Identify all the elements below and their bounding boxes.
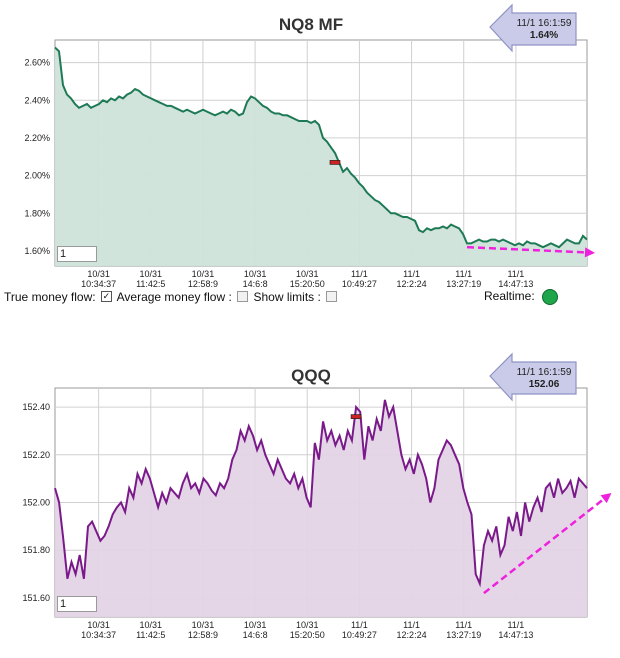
nq8-x-tick-date: 10/31 [192, 269, 215, 279]
qqq-x-tick-time: 12:2:24 [397, 630, 427, 640]
nq8-x-tick-date: 10/31 [87, 269, 110, 279]
qqq-x-tick-date: 10/31 [244, 620, 267, 630]
nq8-x-tick-date: 11/1 [403, 269, 420, 279]
qqq-x-tick-date: 10/31 [296, 620, 319, 630]
nq8-trend-arrowhead [584, 247, 595, 258]
qqq-x-tick-date: 11/1 [455, 620, 472, 630]
qqq-x-tick-time: 15:20:50 [290, 630, 325, 640]
average-money-flow-checkbox[interactable] [237, 291, 249, 303]
qqq-x-tick-date: 10/31 [140, 620, 163, 630]
nq8-x-tick-date: 11/1 [455, 269, 472, 279]
nq8-x-tick-time: 11:42:5 [136, 279, 165, 289]
nq8-area-fill [55, 47, 587, 266]
qqq-x-tick-date: 11/1 [351, 620, 368, 630]
qqq-badge-time: 11/1 16:1:59 [517, 367, 572, 378]
qqq-chart: QQQ151.60151.80152.00152.20152.4010/3110… [22, 352, 612, 640]
true-money-flow-label: True money flow: [4, 290, 96, 304]
nq8-x-tick-date: 10/31 [244, 269, 267, 279]
nq8-x-tick-date: 10/31 [296, 269, 319, 279]
nq8-y-tick: 2.00% [24, 171, 50, 181]
qqq-x-tick-time: 10:49:27 [342, 630, 377, 640]
qqq-x-tick-date: 10/31 [87, 620, 110, 630]
show-limits-label: Show limits : [253, 290, 321, 304]
nq8-title: NQ8 MF [279, 15, 343, 34]
qqq-badge-value: 152.06 [529, 379, 560, 390]
nq8-series-line [54, 46, 588, 249]
show-limits-checkbox[interactable] [326, 291, 338, 303]
qqq-y-tick: 152.20 [22, 450, 50, 460]
realtime-control: Realtime: [484, 289, 559, 305]
nq8-x-tick-time: 14:47:13 [498, 279, 533, 289]
qqq-x-tick-time: 10:34:37 [81, 630, 116, 640]
qqq-badge-arrow-icon [489, 352, 577, 402]
nq8-x-tick-time: 10:34:37 [81, 279, 116, 289]
realtime-status-icon[interactable] [542, 289, 559, 305]
nq8-y-tick: 2.60% [24, 58, 50, 68]
nq8-x-tick-date: 11/1 [351, 269, 368, 279]
nq8-badge-value: 1.64% [530, 30, 558, 41]
qqq-x-tick-date: 10/31 [192, 620, 215, 630]
nq8-badge-time: 11/1 16:1:59 [517, 18, 572, 29]
qqq-y-tick: 152.00 [22, 498, 50, 508]
nq8-x-tick-date: 11/1 [507, 269, 524, 279]
qqq-x-tick-date: 11/1 [403, 620, 420, 630]
nq8-x-tick-time: 10:49:27 [342, 279, 377, 289]
nq8-x-tick-time: 14:6:8 [243, 279, 268, 289]
nq8-badge-arrow-icon [489, 3, 577, 53]
qqq-y-tick: 152.40 [22, 402, 50, 412]
qqq-y-tick: 151.60 [22, 593, 50, 603]
nq8-y-tick: 2.40% [24, 95, 50, 105]
nq8-x-tick-time: 12:58:9 [188, 279, 218, 289]
qqq-period-input[interactable]: 1 [57, 596, 97, 612]
nq8-x-tick-date: 10/31 [140, 269, 163, 279]
nq8-trend-line [466, 245, 590, 254]
average-money-flow-label: Average money flow : [116, 290, 232, 304]
nq8-period-input[interactable]: 1 [57, 246, 97, 262]
qqq-trend-line [483, 496, 607, 595]
nq8-y-tick: 2.20% [24, 133, 50, 143]
nq8-limit-marker [329, 160, 341, 165]
qqq-x-tick-time: 13:27:19 [446, 630, 481, 640]
qqq-y-tick: 151.80 [22, 545, 50, 555]
nq8-y-tick: 1.60% [24, 246, 50, 256]
realtime-label: Realtime: [484, 289, 535, 304]
nq8-y-tick: 1.80% [24, 208, 50, 218]
nq8-x-tick-time: 15:20:50 [290, 279, 325, 289]
nq8-x-tick-time: 12:2:24 [397, 279, 427, 289]
qqq-x-tick-time: 11:42:5 [136, 630, 165, 640]
qqq-x-tick-time: 12:58:9 [188, 630, 218, 640]
qqq-trend-arrowhead [600, 492, 612, 504]
money-flow-controls: True money flow: ✓ Average money flow : … [4, 290, 339, 304]
qqq-limit-marker [350, 414, 362, 419]
nq8-x-tick-time: 13:27:19 [446, 279, 481, 289]
qqq-x-tick-time: 14:47:13 [498, 630, 533, 640]
qqq-title: QQQ [291, 366, 331, 385]
true-money-flow-checkbox[interactable]: ✓ [100, 291, 112, 303]
qqq-x-tick-date: 11/1 [507, 620, 524, 630]
qqq-x-tick-time: 14:6:8 [243, 630, 268, 640]
qqq-series-line [54, 399, 588, 588]
nq8-chart: NQ8 MF 1.60% 1.80% 2.00% 2.20% 2.40% 2.60% 10/3… [24, 3, 595, 289]
